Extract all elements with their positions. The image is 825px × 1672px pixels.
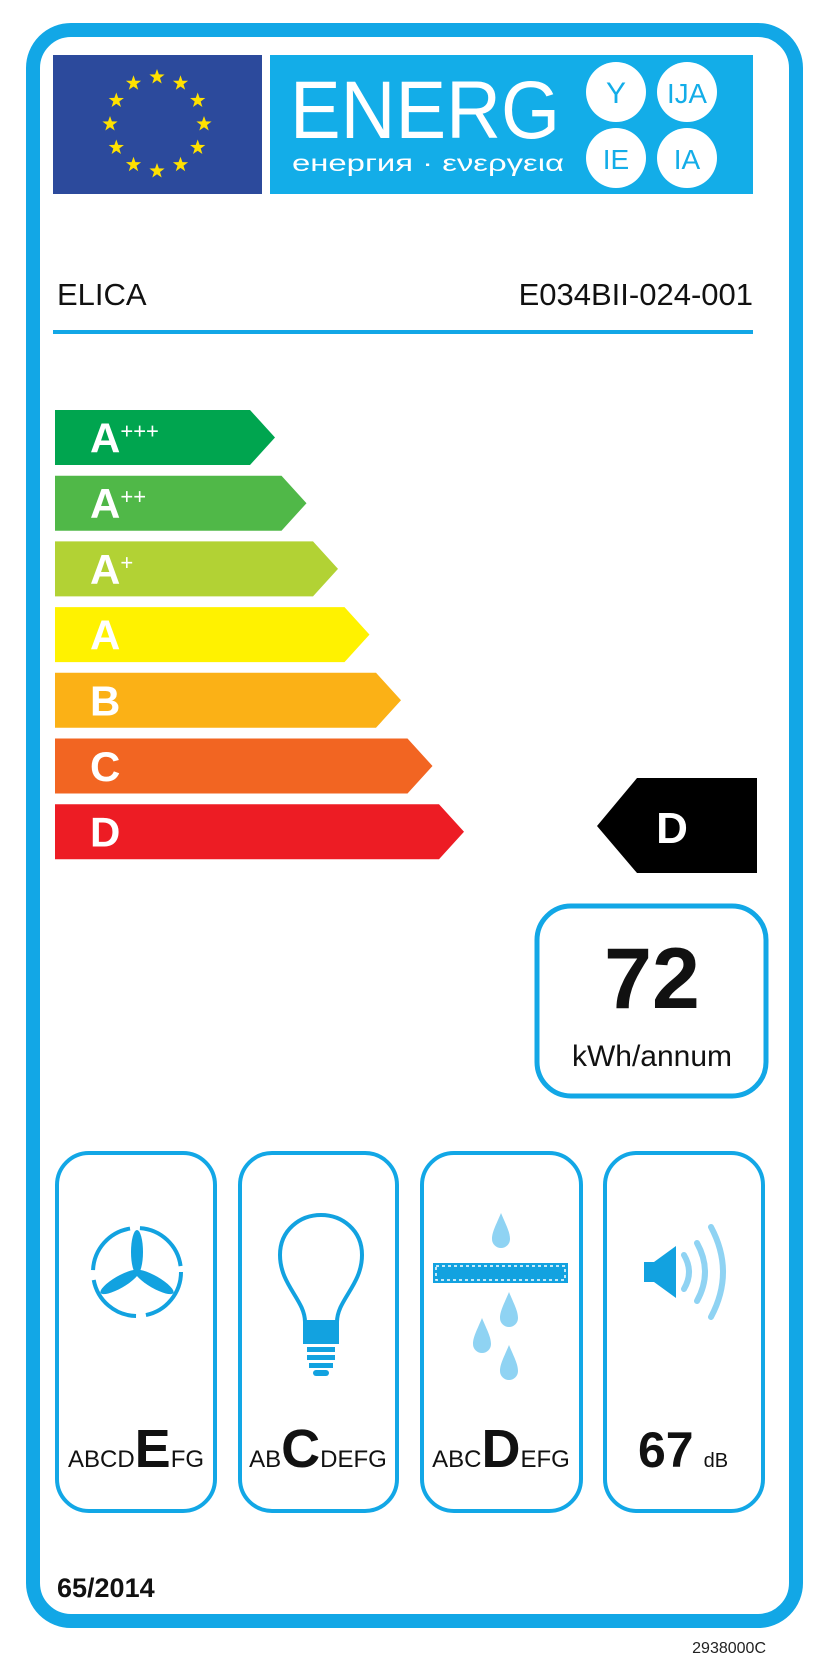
label-frame bbox=[26, 23, 803, 1628]
eu-flag-icon bbox=[53, 55, 262, 194]
regulation-number: 65/2014 bbox=[57, 1573, 155, 1603]
energy-subtitle: енергия · ενεργεια bbox=[292, 150, 564, 176]
pictogram-lighting: ABCDEFG bbox=[238, 1151, 399, 1513]
eu-star-icon bbox=[149, 163, 165, 178]
scale-class-D: D bbox=[55, 804, 464, 860]
fan-efficiency-class: ABCDEFG bbox=[68, 1419, 204, 1479]
language-suffix-y: Y bbox=[586, 62, 646, 122]
svg-text:IE: IE bbox=[603, 144, 629, 175]
scale-arrow bbox=[55, 475, 307, 531]
scale-arrow bbox=[55, 541, 338, 597]
energy-banner: ENERG енергия · ενεργεια Y IJA IE IA bbox=[270, 55, 753, 194]
label-code: 2938000C bbox=[692, 1640, 766, 1657]
scale-arrow bbox=[55, 738, 433, 794]
scale-label: A+++ bbox=[90, 415, 159, 462]
eu-star-icon bbox=[108, 92, 124, 107]
eu-star-icon bbox=[190, 139, 206, 154]
noise-level: 67 dB bbox=[638, 1422, 728, 1478]
supplier-name: ELICA bbox=[57, 277, 147, 312]
scale-label: A+ bbox=[90, 546, 133, 593]
pictogram-noise: 67 dB bbox=[603, 1151, 765, 1513]
svg-text:IJA: IJA bbox=[667, 78, 707, 109]
fan-icon bbox=[91, 1226, 183, 1318]
scale-label: A++ bbox=[90, 480, 146, 527]
consumption-value: 72 bbox=[604, 931, 700, 1027]
eu-star-icon bbox=[190, 92, 206, 107]
scale-label: C bbox=[90, 743, 120, 790]
grease-filter-icon bbox=[433, 1213, 568, 1380]
lighting-efficiency-class: ABCDEFG bbox=[249, 1419, 387, 1479]
energy-consumption-box: 72 kWh/annum bbox=[534, 903, 769, 1099]
scale-class-C: C bbox=[55, 738, 433, 794]
scale-class-A1plus: A+ bbox=[55, 541, 338, 597]
svg-text:Y: Y bbox=[606, 77, 626, 110]
language-suffix-ia: IA bbox=[657, 128, 717, 188]
pictogram-grease-filter: ABCDEFG bbox=[420, 1151, 583, 1513]
eu-star-icon bbox=[149, 69, 165, 84]
eu-star-icon bbox=[125, 75, 142, 90]
language-suffix-ija: IJA bbox=[657, 62, 717, 122]
eu-star-icon bbox=[172, 75, 189, 90]
scale-label: A bbox=[90, 612, 120, 659]
eu-star-icon bbox=[172, 156, 189, 172]
speaker-noise-icon bbox=[644, 1224, 726, 1320]
scale-label: B bbox=[90, 677, 120, 724]
filter-efficiency-class: ABCDEFG bbox=[432, 1419, 570, 1479]
scale-label: D bbox=[90, 809, 120, 856]
eu-star-icon bbox=[196, 116, 212, 131]
rating-class: D bbox=[656, 804, 688, 853]
eu-star-icon bbox=[108, 139, 124, 154]
scale-class-B: B bbox=[55, 672, 401, 728]
light-bulb-icon bbox=[277, 1212, 365, 1376]
scale-arrow bbox=[55, 672, 401, 728]
consumption-unit: kWh/annum bbox=[572, 1040, 732, 1073]
svg-text:IA: IA bbox=[674, 144, 701, 175]
efficiency-scale: A+++ A++ A+ ABCD bbox=[55, 410, 464, 860]
energy-word: ENERG bbox=[290, 65, 560, 156]
scale-arrow bbox=[55, 607, 370, 663]
language-suffix-ie: IE bbox=[586, 128, 646, 188]
eu-star-icon bbox=[125, 156, 142, 172]
scale-class-A2plus: A++ bbox=[55, 475, 307, 531]
scale-arrow bbox=[55, 410, 275, 465]
rating-pointer: D bbox=[597, 778, 757, 873]
scale-class-A3plus: A+++ bbox=[55, 410, 275, 465]
model-identifier: E034BII-024-001 bbox=[519, 277, 753, 312]
pictogram-fan: ABCDEFG bbox=[55, 1151, 217, 1513]
scale-class-A: A bbox=[55, 607, 370, 663]
eu-star-icon bbox=[102, 116, 118, 131]
scale-arrow bbox=[55, 804, 464, 860]
header-divider bbox=[53, 330, 753, 334]
